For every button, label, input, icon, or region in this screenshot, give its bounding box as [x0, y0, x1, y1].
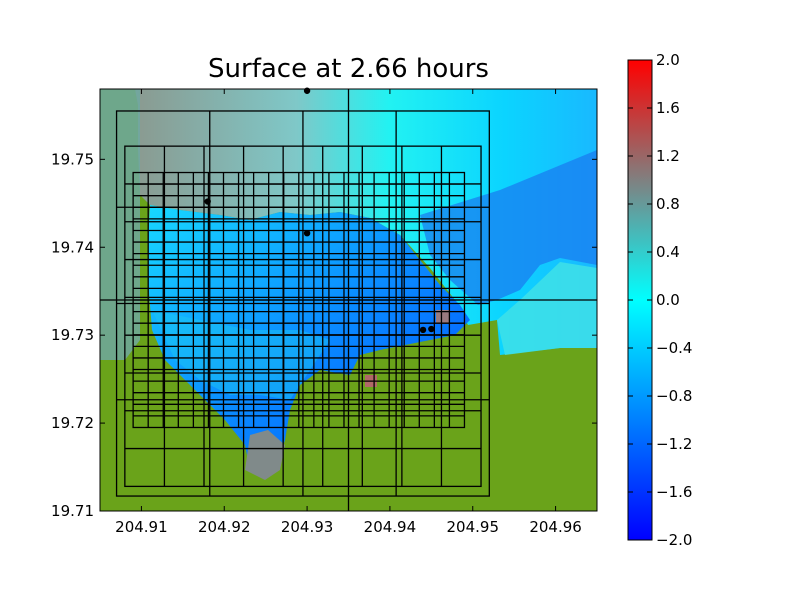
y-tick-label: 19.74: [51, 238, 94, 256]
y-tick-label: 19.73: [51, 326, 94, 344]
amr-patch: [124, 145, 482, 488]
x-tick-label: 204.93: [281, 518, 334, 536]
gauge-point: [204, 198, 211, 205]
x-tick-label: 204.94: [364, 518, 417, 536]
y-axis: 19.71 19.72 19.73 19.74 19.75: [51, 150, 597, 520]
amr-grid: [100, 89, 597, 511]
colorbar-ticks: 2.0 1.6 1.2 0.8 0.4 0.0 −0.4 −0.8 −1.2 −1.6 −2.0: [628, 51, 692, 549]
plot-frame: [99, 88, 598, 512]
y-tick-label: 19.75: [51, 150, 94, 168]
colorbar-tick-label: 1.6: [656, 99, 680, 117]
colorbar-tick-label: −0.8: [656, 387, 692, 405]
colorbar-tick-label: −1.6: [656, 483, 692, 501]
gauge-point: [419, 326, 427, 334]
colorbar-tick-label: −2.0: [656, 531, 692, 549]
colorbar-tick-label: −1.2: [656, 435, 692, 453]
colorbar: 2.0 1.6 1.2 0.8 0.4 0.0 −0.4 −0.8 −1.2 −1.6 −2.0: [627, 51, 692, 549]
inner-bay-shallow: [152, 310, 330, 400]
colorbar-tick-label: 1.2: [656, 147, 680, 165]
x-tick-label: 204.91: [115, 518, 168, 536]
harbor-channel: [245, 430, 285, 480]
gauge-point: [428, 325, 435, 333]
x-axis: 204.91 204.92 204.93 204.94 204.95 204.96: [115, 89, 582, 536]
shallow-shelf: [100, 89, 140, 360]
y-tick-label: 19.72: [51, 414, 94, 432]
chart-title: Surface at 2.66 hours: [208, 54, 489, 84]
colorbar-tick-label: −0.4: [656, 339, 692, 357]
colorbar-tick-label: 0.8: [656, 195, 680, 213]
colorbar-tick-label: 2.0: [656, 51, 680, 69]
gauge-point: [303, 229, 311, 237]
y-tick-label: 19.71: [51, 502, 94, 520]
colorbar-tick-label: 0.0: [656, 291, 680, 309]
offshore-patch: [497, 262, 597, 355]
high-surface-spot-2: [436, 310, 450, 324]
x-tick-label: 204.95: [447, 518, 500, 536]
colorbar-tick-label: 0.4: [656, 243, 680, 261]
x-tick-label: 204.96: [529, 518, 582, 536]
x-tick-label: 204.92: [198, 518, 251, 536]
